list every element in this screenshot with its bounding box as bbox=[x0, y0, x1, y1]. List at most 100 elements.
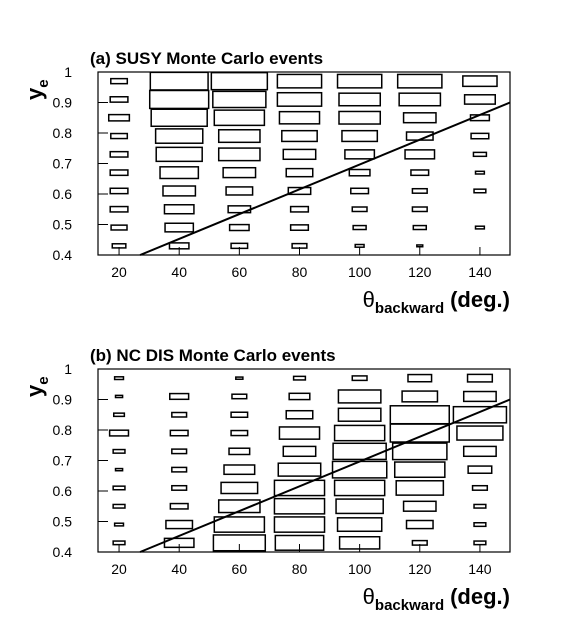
box bbox=[109, 205, 129, 213]
plot-frame bbox=[97, 368, 511, 553]
x-tick-label: 60 bbox=[232, 264, 248, 280]
y-axis-label: ye bbox=[22, 79, 52, 100]
box bbox=[405, 519, 434, 530]
x-tick-label: 80 bbox=[292, 264, 308, 280]
panel: (a) SUSY Monte Carlo events ye θbackward (d… bbox=[22, 49, 511, 317]
box bbox=[282, 148, 317, 161]
box bbox=[114, 467, 124, 472]
box bbox=[473, 503, 487, 509]
y-tick-label: 0.4 bbox=[53, 247, 73, 263]
y-label-subscript: e bbox=[35, 79, 52, 87]
box bbox=[398, 92, 442, 107]
y-tick-label: 0.9 bbox=[53, 95, 73, 111]
box bbox=[112, 503, 126, 509]
box bbox=[395, 480, 445, 496]
y-tick-label: 0.8 bbox=[53, 125, 73, 141]
box bbox=[112, 540, 126, 546]
y-tick-label: 0.6 bbox=[53, 186, 73, 202]
box bbox=[164, 222, 195, 233]
box bbox=[412, 224, 428, 231]
box bbox=[276, 73, 323, 89]
box bbox=[416, 244, 424, 248]
box bbox=[159, 166, 200, 180]
x-label-subscript: backward bbox=[375, 597, 444, 614]
x-tick-label: 140 bbox=[468, 561, 492, 577]
box bbox=[404, 149, 436, 160]
x-label-symbol: θ bbox=[363, 287, 375, 312]
chart-title: (b) NC DIS Monte Carlo events bbox=[90, 346, 336, 365]
box bbox=[168, 242, 190, 250]
box bbox=[231, 393, 248, 400]
box bbox=[217, 499, 261, 514]
y-tick-label: 0.5 bbox=[53, 217, 73, 233]
box bbox=[217, 129, 261, 144]
box bbox=[336, 73, 383, 89]
box bbox=[171, 448, 188, 455]
box bbox=[289, 224, 310, 231]
box bbox=[287, 186, 312, 196]
box bbox=[274, 534, 325, 551]
y-tick-label: 0.9 bbox=[53, 392, 73, 408]
box bbox=[281, 129, 318, 143]
box bbox=[467, 465, 493, 474]
box bbox=[111, 243, 127, 249]
box bbox=[154, 128, 204, 144]
box bbox=[163, 204, 195, 215]
box bbox=[463, 94, 497, 105]
box bbox=[171, 466, 188, 473]
x-axis-label: θbackward (deg.) bbox=[363, 287, 510, 317]
x-label-subscript: backward bbox=[375, 300, 444, 317]
box bbox=[452, 405, 508, 424]
box bbox=[411, 187, 428, 194]
box bbox=[110, 224, 128, 231]
y-tick-label: 0.7 bbox=[53, 156, 73, 172]
box bbox=[456, 425, 504, 441]
box bbox=[169, 502, 189, 510]
box bbox=[171, 411, 188, 418]
cut-line bbox=[139, 101, 511, 256]
box bbox=[473, 522, 487, 528]
box bbox=[109, 96, 129, 103]
box bbox=[474, 225, 486, 230]
box bbox=[389, 423, 451, 443]
x-tick-label: 100 bbox=[348, 264, 372, 280]
y-tick-label: 0.6 bbox=[53, 483, 73, 499]
panel: (b) NC DIS Monte Carlo events ye θbackward… bbox=[22, 346, 511, 614]
box bbox=[228, 223, 250, 232]
box bbox=[107, 113, 131, 122]
y-tick-label: 1 bbox=[64, 64, 72, 80]
box bbox=[402, 500, 437, 512]
box bbox=[235, 376, 244, 380]
box bbox=[472, 151, 488, 158]
box bbox=[407, 373, 433, 383]
box bbox=[335, 498, 384, 515]
x-tick-label: 120 bbox=[408, 264, 432, 280]
box bbox=[223, 464, 256, 476]
box bbox=[474, 170, 486, 175]
box bbox=[149, 71, 209, 91]
box bbox=[337, 389, 382, 404]
y-tick-label: 0.5 bbox=[53, 514, 73, 530]
box bbox=[228, 447, 251, 456]
box bbox=[277, 462, 322, 477]
plot-frame bbox=[97, 71, 511, 256]
y-label-symbol: y bbox=[22, 87, 47, 100]
box bbox=[333, 424, 386, 442]
box bbox=[411, 539, 428, 546]
box bbox=[112, 448, 126, 454]
box bbox=[112, 412, 126, 418]
box bbox=[289, 205, 310, 213]
box bbox=[155, 146, 203, 163]
box bbox=[470, 132, 490, 140]
y-tick-label: 0.4 bbox=[53, 544, 73, 560]
x-tick-label: 40 bbox=[171, 561, 187, 577]
box bbox=[112, 485, 126, 491]
box bbox=[276, 91, 323, 107]
box bbox=[396, 73, 443, 89]
x-tick-label: 100 bbox=[348, 561, 372, 577]
box bbox=[113, 522, 125, 527]
box bbox=[165, 519, 194, 530]
y-tick-label: 1 bbox=[64, 361, 72, 377]
chart-title: (a) SUSY Monte Carlo events bbox=[90, 49, 323, 68]
